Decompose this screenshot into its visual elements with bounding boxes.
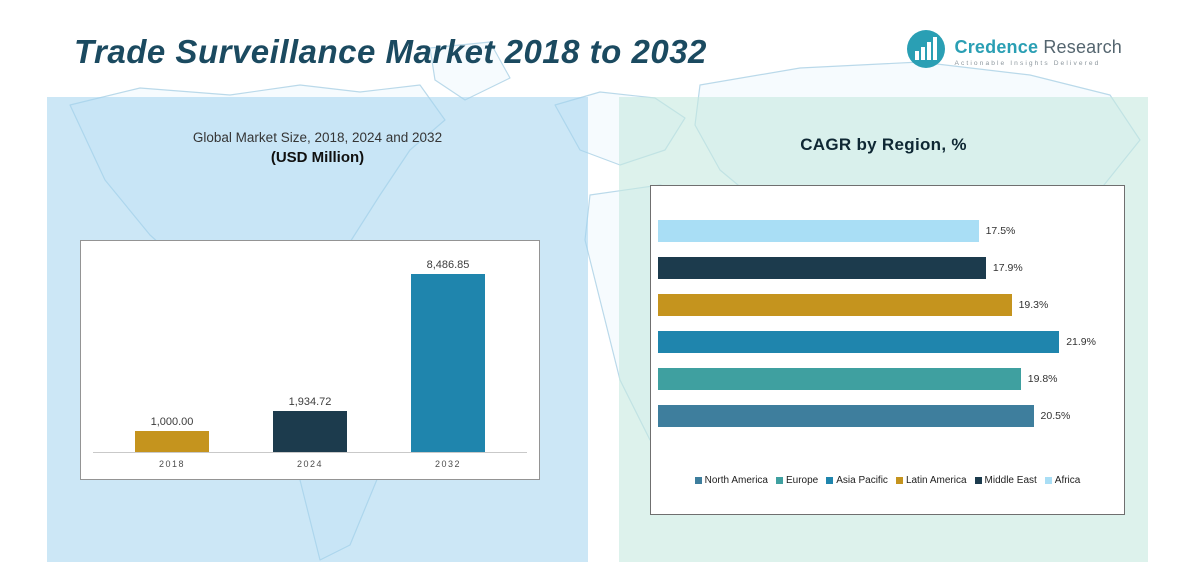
page-title: Trade Surveillance Market 2018 to 2032 (74, 32, 707, 70)
cagr-bar-africa (658, 219, 979, 242)
market-size-plot: 1,000.00 1,934.72 8,486.85 (93, 253, 527, 453)
market-size-panel: Global Market Size, 2018, 2024 and 2032 … (47, 97, 588, 562)
market-size-categories: 2018 2024 2032 (93, 459, 527, 469)
bar-group-2018: 1,000.00 (135, 253, 209, 452)
brand-tagline: Actionable Insights Delivered (954, 59, 1101, 67)
legend-swatch-middle-east (974, 477, 982, 484)
legend-label: Latin America (905, 475, 967, 486)
legend-item-europe: Europe (776, 475, 818, 486)
bar-chart-logo-icon (906, 29, 946, 74)
legend-item-middle-east: Middle East (974, 475, 1037, 486)
legend-item-asia-pacific: Asia Pacific (826, 475, 888, 486)
legend-item-africa: Africa (1044, 475, 1081, 486)
legend-label: Asia Pacific (836, 475, 888, 486)
legend-label: Africa (1054, 475, 1081, 486)
cagr-row-europe: 19.8% (658, 360, 1116, 397)
cagr-bar-asia-pacific (658, 330, 1060, 353)
legend-label: Middle East (984, 475, 1037, 486)
legend-swatch-north-america (694, 477, 702, 484)
legend-swatch-europe (776, 477, 783, 484)
credence-research-logo: Credence Research Actionable Insights De… (906, 29, 1122, 74)
cagr-panel: CAGR by Region, % 17.5% 17.9% 19.3% 21.9% 19… (619, 97, 1148, 562)
x-axis-label-2032: 2032 (434, 459, 462, 469)
bar-2024 (273, 411, 347, 452)
market-size-title-line2: (USD Million) (270, 149, 365, 166)
cagr-value-label: 21.9% (1066, 335, 1096, 348)
cagr-bar-europe (658, 367, 1021, 390)
bar-value-label: 1,000.00 (150, 416, 194, 429)
cagr-row-latin-america: 19.3% (658, 286, 1116, 323)
legend-swatch-africa (1044, 477, 1052, 484)
cagr-plot: 17.5% 17.9% 19.3% 21.9% 19.8% 20.5% (658, 212, 1116, 434)
cagr-legend: North America Europe Asia Pacific Latin Ame… (651, 475, 1124, 486)
cagr-row-asia-pacific: 21.9% (658, 323, 1116, 360)
cagr-value-label: 20.5% (1040, 409, 1071, 422)
cagr-row-africa: 17.5% (658, 212, 1116, 249)
bar-group-2032: 8,486.85 (411, 253, 485, 452)
market-size-chart-title: Global Market Size, 2018, 2024 and 2032 … (47, 130, 588, 166)
cagr-chart-title: CAGR by Region, % (800, 135, 967, 154)
market-size-title-line1: Global Market Size, 2018, 2024 and 2032 (192, 130, 443, 145)
bar-group-2024: 1,934.72 (273, 253, 347, 452)
legend-item-north-america: North America (694, 475, 768, 486)
cagr-value-label: 17.9% (992, 261, 1023, 274)
cagr-bar-north-america (658, 404, 1034, 427)
brand-name-credence: Credence (954, 36, 1039, 57)
legend-label: Europe (786, 475, 819, 486)
legend-label: North America (704, 475, 768, 486)
bar-2032 (411, 274, 485, 452)
content-panels: Global Market Size, 2018, 2024 and 2032 … (0, 97, 1192, 562)
cagr-value-label: 19.8% (1027, 372, 1058, 385)
logo-text: Credence Research Actionable Insights De… (955, 37, 1122, 67)
bar-value-label: 8,486.85 (426, 259, 470, 272)
brand-name-research: Research (1043, 36, 1122, 57)
legend-swatch-latin-america (895, 477, 903, 484)
header: Trade Surveillance Market 2018 to 2032 C… (0, 0, 1192, 97)
cagr-bar-latin-america (658, 293, 1012, 316)
x-axis-label-2024: 2024 (296, 459, 324, 469)
x-axis-label-2018: 2018 (158, 459, 186, 469)
legend-swatch-asia-pacific (826, 477, 834, 484)
cagr-row-north-america: 20.5% (658, 397, 1116, 434)
cagr-bar-middle-east (658, 256, 986, 279)
legend-item-latin-america: Latin America (895, 475, 967, 486)
brand-name: Credence Research (955, 37, 1122, 58)
bar-2018 (135, 431, 209, 452)
bar-value-label: 1,934.72 (288, 396, 332, 409)
cagr-row-middle-east: 17.9% (658, 249, 1116, 286)
cagr-value-label: 17.5% (985, 224, 1016, 237)
cagr-value-label: 19.3% (1018, 298, 1049, 311)
cagr-chart: 17.5% 17.9% 19.3% 21.9% 19.8% 20.5% North Ame… (650, 185, 1125, 515)
market-size-chart: 1,000.00 1,934.72 8,486.85 2018 2024 2032 (80, 240, 540, 480)
